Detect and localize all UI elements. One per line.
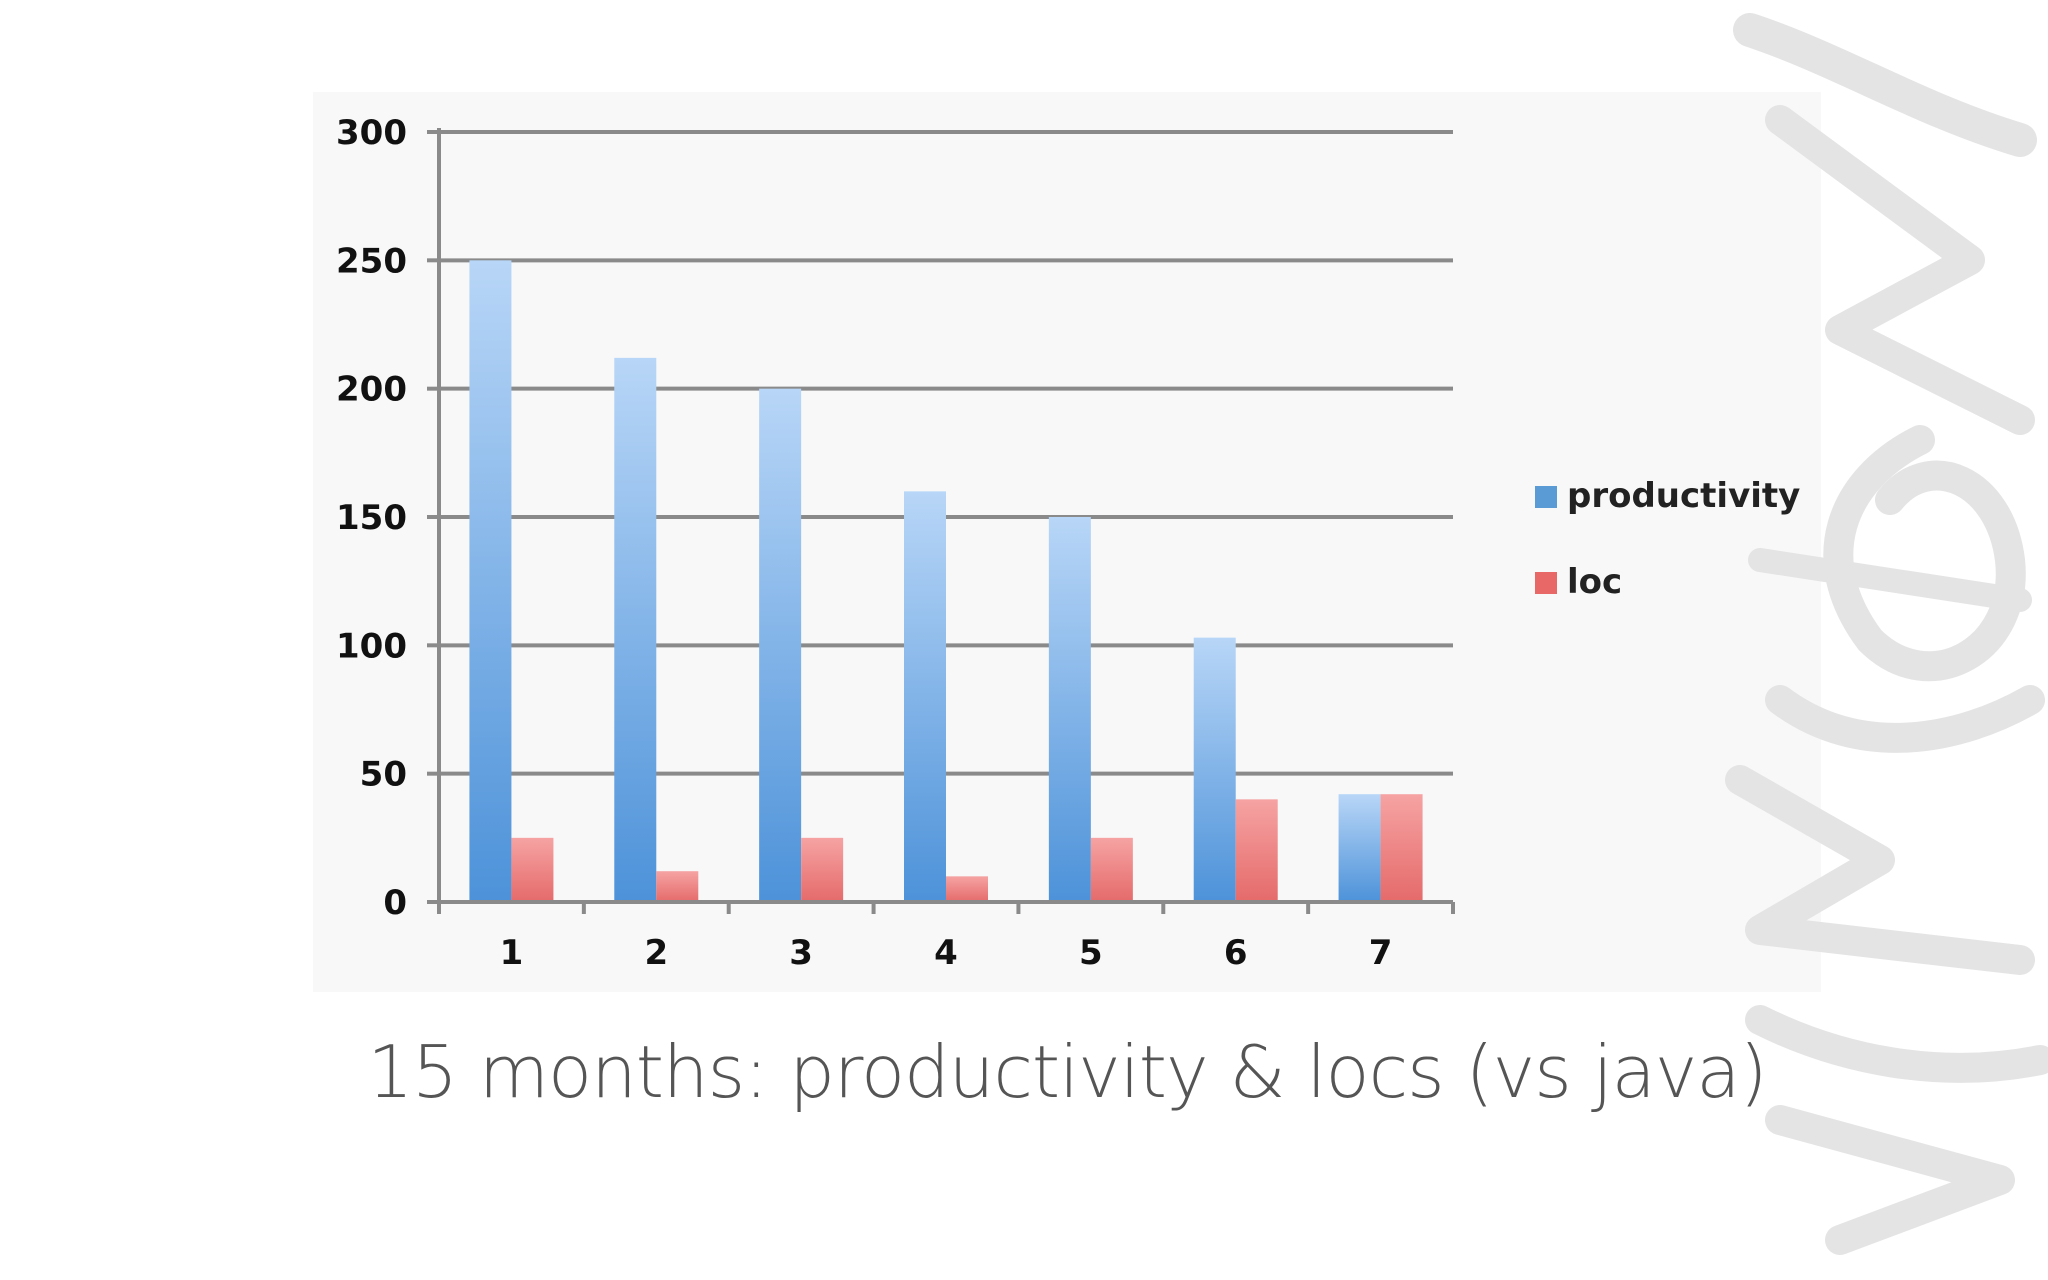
- y-tick-label: 100: [336, 626, 407, 666]
- x-tick-label: 7: [1369, 933, 1393, 973]
- y-tick-label: 300: [336, 113, 407, 153]
- bar-loc-5: [1090, 837, 1133, 902]
- x-tick-label: 2: [644, 933, 668, 973]
- y-tick-label: 50: [360, 755, 407, 795]
- x-tick-label: 4: [934, 933, 958, 973]
- bar-loc-1: [511, 837, 554, 902]
- y-tick-label: 200: [336, 370, 407, 410]
- legend-label-loc: loc: [1567, 562, 1622, 602]
- x-tick-label: 5: [1079, 933, 1103, 973]
- y-tick-label: 0: [383, 883, 407, 923]
- bar-loc-6: [1235, 799, 1278, 902]
- watermark-logo: [1725, 13, 2048, 1255]
- bar-productivity-3: [759, 388, 802, 903]
- bar-productivity-5: [1048, 517, 1091, 902]
- legend-label-productivity: productivity: [1567, 476, 1800, 516]
- bar-loc-4: [946, 876, 988, 902]
- legend-swatch-productivity: [1535, 486, 1557, 508]
- y-tick-label: 150: [336, 498, 407, 538]
- bar-chart: 0 50 100 150 200 250 300 1 2 3 4 5 6 7 productivity l…: [336, 113, 1800, 973]
- legend: productivity loc: [1535, 476, 1800, 602]
- bar-productivity-6: [1193, 637, 1236, 902]
- legend-swatch-loc: [1535, 572, 1557, 594]
- slide-caption: 15 months: productivity & locs (vs java): [367, 1030, 1767, 1114]
- bar-productivity-2: [614, 357, 657, 902]
- x-tick-label: 3: [789, 933, 813, 973]
- y-tick-label: 250: [336, 241, 407, 281]
- x-tick-label: 1: [500, 933, 524, 973]
- x-tick-labels: 1 2 3 4 5 6 7: [500, 933, 1393, 973]
- chart-panel: 0 50 100 150 200 250 300 1 2 3 4 5 6 7 productivity l…: [313, 92, 1821, 992]
- bar-productivity-7: [1338, 794, 1381, 902]
- y-tick-labels: 0 50 100 150 200 250 300: [336, 113, 407, 923]
- x-tick-label: 6: [1224, 933, 1248, 973]
- bar-productivity-4: [904, 491, 946, 902]
- bars: [469, 260, 1423, 903]
- bar-loc-3: [801, 837, 844, 902]
- axes: [427, 128, 1455, 914]
- bar-loc-7: [1380, 794, 1423, 902]
- bar-loc-2: [656, 871, 699, 902]
- bar-productivity-1: [469, 260, 512, 902]
